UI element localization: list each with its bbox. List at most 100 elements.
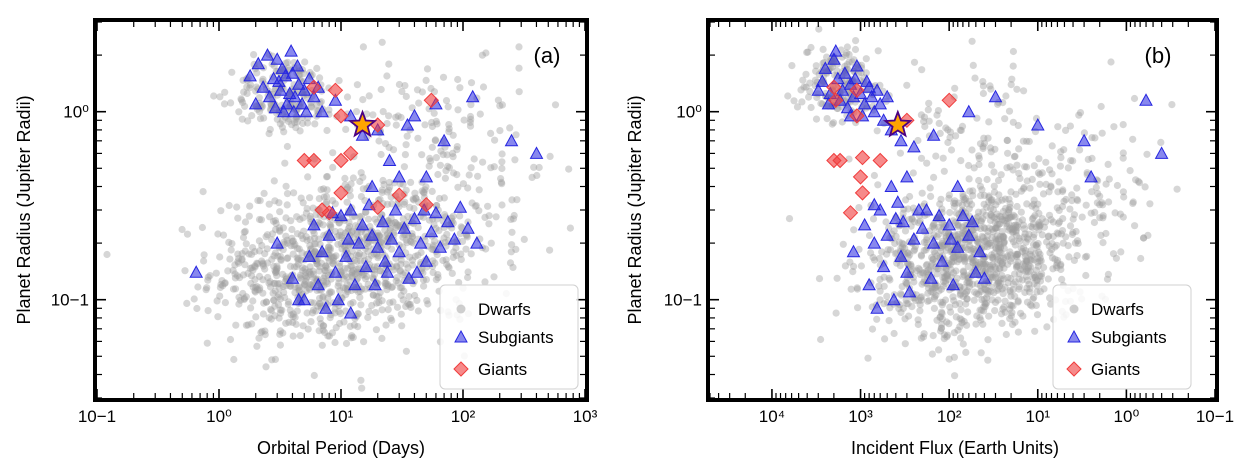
dwarf-point xyxy=(975,238,983,246)
dwarf-point xyxy=(919,333,928,341)
dwarf-point xyxy=(408,256,417,264)
dwarf-point xyxy=(962,253,970,262)
dwarf-point xyxy=(1012,190,1020,198)
dwarf-point xyxy=(293,307,301,315)
dwarf-point xyxy=(941,274,949,282)
dwarf-point xyxy=(937,195,945,203)
dwarf-point xyxy=(920,278,928,286)
dwarf-point xyxy=(1053,264,1061,272)
dwarf-point xyxy=(1007,188,1015,196)
dwarf-point xyxy=(1112,254,1120,262)
dwarf-point xyxy=(811,76,820,84)
dwarf-point xyxy=(241,261,249,269)
subgiant-point xyxy=(273,83,288,96)
dwarf-point xyxy=(1094,190,1102,198)
dwarf-point xyxy=(869,253,877,262)
dwarf-point xyxy=(303,273,311,281)
subgiant-point xyxy=(384,232,399,245)
dwarf-point xyxy=(293,263,301,271)
dwarf-point xyxy=(1021,163,1029,171)
dwarf-point xyxy=(296,271,305,279)
dwarf-point xyxy=(1019,266,1027,274)
dwarf-point xyxy=(1021,288,1029,297)
dwarf-point xyxy=(272,268,280,276)
dwarf-point xyxy=(947,146,956,154)
dwarf-point xyxy=(1023,276,1031,284)
dwarf-point xyxy=(291,283,299,291)
dwarf-point xyxy=(1066,222,1075,230)
dwarf-point xyxy=(254,196,262,205)
dwarf-point xyxy=(1020,233,1028,241)
dwarf-point xyxy=(1010,225,1018,233)
dwarf-point xyxy=(512,131,520,139)
dwarf-point xyxy=(279,270,287,278)
dwarf-point xyxy=(994,236,1003,244)
dwarf-point xyxy=(375,293,383,301)
giant-point xyxy=(333,185,349,201)
dwarf-point xyxy=(354,310,362,318)
dwarf-point xyxy=(920,269,928,277)
x-tick-label: 10² xyxy=(451,407,476,426)
dwarf-point xyxy=(369,111,377,119)
dwarf-point xyxy=(867,249,875,257)
dwarf-point xyxy=(338,232,346,240)
dwarf-point xyxy=(508,228,516,236)
subgiant-point xyxy=(331,292,346,306)
dwarf-point xyxy=(995,191,1003,199)
dwarf-point xyxy=(941,273,949,281)
dwarf-point xyxy=(1173,185,1181,193)
dwarf-point xyxy=(356,293,364,301)
dwarf-point xyxy=(1002,92,1010,100)
giant-point xyxy=(321,205,337,221)
dwarf-point xyxy=(988,212,996,220)
dwarf-point xyxy=(907,260,915,268)
dwarf-point xyxy=(1038,169,1046,177)
dwarf-point xyxy=(442,97,451,105)
dwarf-point xyxy=(206,272,214,280)
dwarf-point xyxy=(393,274,401,282)
dwarf-point xyxy=(915,219,923,227)
dwarf-point xyxy=(990,289,998,297)
dwarf-point xyxy=(943,272,951,280)
dwarf-point xyxy=(817,335,825,344)
dwarf-point xyxy=(340,318,348,326)
dwarf-point xyxy=(999,207,1007,216)
dwarf-point xyxy=(374,254,382,262)
dwarf-point xyxy=(289,250,297,258)
dwarf-point xyxy=(255,334,263,342)
dwarf-point xyxy=(276,120,284,128)
dwarf-point xyxy=(246,264,254,272)
dwarf-point xyxy=(268,255,276,263)
dwarf-point xyxy=(987,283,996,291)
dwarf-point xyxy=(281,293,289,302)
dwarf-point xyxy=(262,298,271,306)
dwarf-point xyxy=(1000,238,1008,246)
dwarf-point xyxy=(287,217,295,225)
dwarf-point xyxy=(842,51,850,60)
dwarf-point xyxy=(454,75,462,84)
dwarf-point xyxy=(383,188,391,196)
dwarf-point xyxy=(238,115,246,123)
dwarf-point xyxy=(1039,190,1048,198)
dwarf-point xyxy=(470,155,478,163)
dwarf-point xyxy=(1031,273,1039,281)
x-tick-label: 10−1 xyxy=(1196,407,1234,426)
dwarf-point xyxy=(334,240,342,248)
dwarf-point xyxy=(283,239,292,247)
dwarf-point xyxy=(327,222,335,230)
dwarf-point xyxy=(383,120,391,128)
dwarf-point xyxy=(1020,262,1028,271)
dwarf-point xyxy=(974,208,983,216)
dwarf-point xyxy=(391,218,399,227)
legend-box-b xyxy=(1052,284,1192,390)
dwarf-point xyxy=(271,266,279,274)
dwarf-point xyxy=(1023,200,1031,208)
dwarf-point xyxy=(229,266,237,274)
dwarf-point xyxy=(1002,220,1011,228)
dwarf-point xyxy=(271,287,279,295)
dwarf-point xyxy=(386,226,394,235)
dwarf-point xyxy=(997,171,1005,179)
giants-series-b xyxy=(826,79,957,221)
subgiant-point xyxy=(835,83,850,96)
dwarf-point xyxy=(360,271,368,279)
